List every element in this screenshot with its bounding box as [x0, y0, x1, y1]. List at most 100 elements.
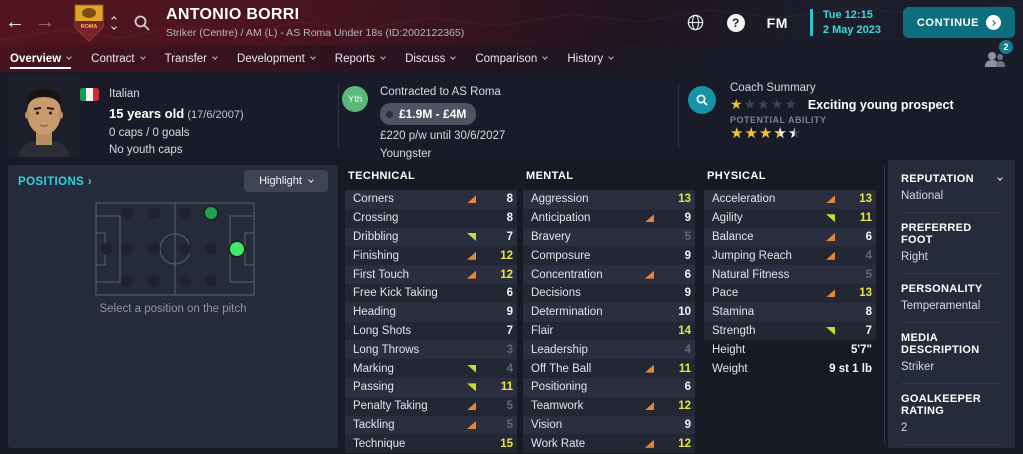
- attribute-row-bravery[interactable]: Bravery 5: [523, 227, 695, 247]
- back-arrow-icon[interactable]: ←: [5, 11, 25, 33]
- section-label: REPUTATION: [901, 173, 974, 185]
- attribute-name: Balance: [712, 230, 754, 243]
- attribute-row-stamina[interactable]: Stamina 8: [704, 302, 876, 322]
- social-feed-icon[interactable]: 2: [983, 40, 1013, 70]
- sidebar-section-reputation[interactable]: REPUTATION National: [901, 164, 1003, 212]
- attribute-row-heading[interactable]: Heading 9: [345, 302, 517, 322]
- fm-logo: FM: [766, 14, 788, 31]
- attribute-row-pace[interactable]: Pace 13: [704, 283, 876, 303]
- notification-badge: 2: [999, 40, 1013, 54]
- position-slot-empty[interactable]: [120, 274, 134, 288]
- attribute-row-free-kick-taking[interactable]: Free Kick Taking 6: [345, 283, 517, 303]
- attribute-row-corners[interactable]: Corners 8: [345, 190, 517, 209]
- attribute-name: Weight: [712, 362, 748, 375]
- date-divider: [809, 9, 813, 36]
- trend-up-icon: [467, 402, 476, 411]
- tab-comparison[interactable]: Comparison: [475, 45, 549, 72]
- attribute-row-long-throws[interactable]: Long Throws 3: [345, 340, 517, 360]
- attribute-row-penalty-taking[interactable]: Penalty Taking 5: [345, 396, 517, 416]
- tab-contract[interactable]: Contract: [91, 45, 146, 72]
- position-slot-empty[interactable]: [120, 206, 134, 220]
- section-label: PERSONALITY: [901, 283, 983, 295]
- attribute-row-decisions[interactable]: Decisions 9: [523, 283, 695, 303]
- club-crest[interactable]: ROMA: [74, 4, 104, 42]
- attribute-row-acceleration[interactable]: Acceleration 13: [704, 190, 876, 209]
- attribute-row-tackling[interactable]: Tackling 5: [345, 415, 517, 435]
- trend-up-icon: [467, 251, 476, 260]
- attribute-row-agility[interactable]: Agility 11: [704, 208, 876, 228]
- transfer-value-pill[interactable]: £1.9M - £4M: [380, 103, 477, 126]
- position-slot-empty[interactable]: [178, 242, 192, 256]
- position-slot-empty[interactable]: [204, 242, 218, 256]
- continue-button[interactable]: CONTINUE: [903, 7, 1015, 38]
- coach-summary-icon: [688, 86, 716, 114]
- help-icon[interactable]: ?: [726, 13, 745, 32]
- position-slot-natural[interactable]: [228, 240, 246, 258]
- attribute-row-vision[interactable]: Vision 9: [523, 415, 695, 435]
- attribute-row-passing[interactable]: Passing 11: [345, 377, 517, 397]
- attribute-row-teamwork[interactable]: Teamwork 12: [523, 396, 695, 416]
- attribute-row-long-shots[interactable]: Long Shots 7: [345, 321, 517, 341]
- attribute-row-work-rate[interactable]: Work Rate 12: [523, 434, 695, 454]
- tab-history[interactable]: History: [567, 45, 614, 72]
- value-dot-icon: [386, 110, 393, 118]
- club-switcher[interactable]: [111, 15, 117, 30]
- attribute-row-finishing[interactable]: Finishing 12: [345, 246, 517, 266]
- attribute-row-balance[interactable]: Balance 6: [704, 227, 876, 247]
- attribute-value: 3: [506, 343, 513, 356]
- search-icon[interactable]: [132, 13, 152, 33]
- position-slot-empty[interactable]: [100, 242, 114, 256]
- game-datetime: Tue 12:15 2 May 2023: [822, 9, 881, 36]
- position-slot-empty[interactable]: [147, 274, 161, 288]
- attribute-value: 13: [859, 193, 872, 206]
- attribute-row-flair[interactable]: Flair 14: [523, 321, 695, 341]
- attribute-row-composure[interactable]: Composure 9: [523, 246, 695, 266]
- trend-up-icon: [826, 195, 835, 204]
- highlight-dropdown[interactable]: Highlight: [244, 170, 328, 192]
- attribute-row-determination[interactable]: Determination 10: [523, 302, 695, 322]
- youth-caps: No youth caps: [109, 144, 183, 157]
- attribute-row-leadership[interactable]: Leadership 4: [523, 340, 695, 360]
- attribute-row-first-touch[interactable]: First Touch 12: [345, 265, 517, 284]
- tab-transfer[interactable]: Transfer: [165, 45, 218, 72]
- attribute-row-concentration[interactable]: Concentration 6: [523, 265, 695, 284]
- attribute-row-marking[interactable]: Marking 4: [345, 359, 517, 378]
- position-slot-empty[interactable]: [147, 242, 161, 256]
- position-slot-empty[interactable]: [178, 274, 192, 288]
- attribute-row-strength[interactable]: Strength 7: [704, 321, 876, 341]
- position-slot-empty[interactable]: [120, 242, 134, 256]
- tab-discuss[interactable]: Discuss: [405, 45, 457, 72]
- attribute-row-off-the-ball[interactable]: Off The Ball 11: [523, 359, 695, 378]
- attribute-row-anticipation[interactable]: Anticipation 9: [523, 208, 695, 228]
- position-slot-accomplished[interactable]: [203, 205, 219, 221]
- chevron-down-icon: [380, 54, 386, 60]
- title-bar: ← → ROMA ANTONIO BORRI Striker (Centre) …: [0, 0, 1023, 45]
- attribute-row-natural-fitness[interactable]: Natural Fitness 5: [704, 265, 876, 284]
- positions-title[interactable]: POSITIONS ›: [18, 176, 93, 188]
- forward-arrow-icon[interactable]: →: [35, 11, 55, 33]
- pitch-diagram[interactable]: [95, 202, 255, 296]
- attribute-name: Long Throws: [353, 343, 420, 356]
- tab-reports[interactable]: Reports: [335, 45, 386, 72]
- chevron-down-icon: [111, 23, 117, 30]
- tab-development[interactable]: Development: [237, 45, 316, 72]
- position-slot-empty[interactable]: [204, 274, 218, 288]
- tab-overview[interactable]: Overview: [10, 45, 72, 72]
- section-value: 2: [901, 422, 908, 434]
- attribute-value: 11: [859, 212, 872, 225]
- attribute-name: First Touch: [353, 268, 410, 281]
- position-slot-empty[interactable]: [178, 206, 192, 220]
- attribute-row-technique[interactable]: Technique 15: [345, 434, 517, 454]
- chevron-down-icon[interactable]: [997, 174, 1003, 181]
- attribute-row-jumping-reach[interactable]: Jumping Reach 4: [704, 246, 876, 266]
- attribute-row-aggression[interactable]: Aggression 13: [523, 190, 695, 209]
- attribute-row-crossing[interactable]: Crossing 8: [345, 208, 517, 228]
- globe-icon[interactable]: [686, 13, 705, 32]
- attribute-row-dribbling[interactable]: Dribbling 7: [345, 227, 517, 247]
- attribute-row-positioning[interactable]: Positioning 6: [523, 377, 695, 397]
- transfer-value: £1.9M - £4M: [399, 107, 467, 122]
- chevron-up-icon: [111, 15, 117, 22]
- trend-up-icon: [467, 270, 476, 279]
- pitch-caption: Select a position on the pitch: [99, 303, 247, 315]
- position-slot-empty[interactable]: [147, 206, 161, 220]
